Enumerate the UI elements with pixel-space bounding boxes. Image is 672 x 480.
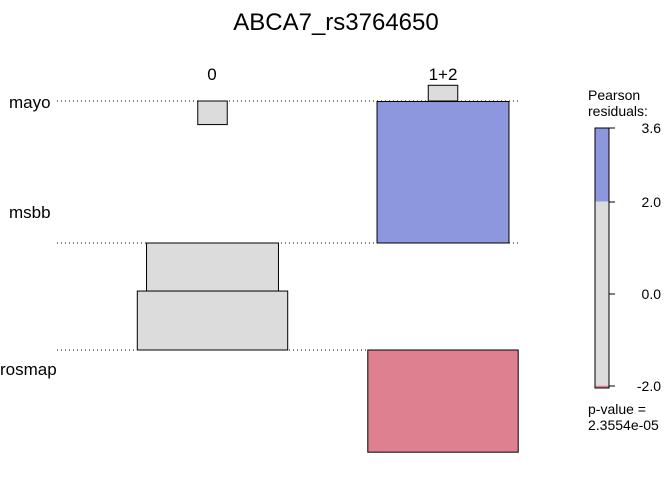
legend-tick-label: -2.0 (637, 378, 661, 394)
legend-title-line2: residuals: (588, 103, 648, 119)
row-label-rosmap: rosmap (0, 360, 57, 379)
legend: Pearson residuals: 3.6 2.0 0.0 -2.0 p-value… (588, 87, 661, 433)
legend-tick-label: 0.0 (642, 286, 662, 302)
legend-neutral-segment (595, 201, 609, 386)
legend-title-line1: Pearson (588, 87, 640, 103)
p-value-label: p-value = (588, 401, 646, 417)
chart-title: ABCA7_rs3764650 (233, 9, 438, 36)
bar-rosmap-0 (136, 290, 289, 351)
row-label-msbb: msbb (9, 203, 51, 222)
legend-tick-label: 2.0 (642, 194, 662, 210)
legend-negative-segment (595, 385, 609, 388)
p-value: 2.3554e-05 (588, 417, 659, 433)
bar-rosmap-1-2 (367, 349, 519, 453)
bar-mayo-0 (197, 100, 228, 126)
column-label-1-2: 1+2 (429, 65, 458, 84)
legend-frame (594, 127, 610, 389)
residual-bars (136, 84, 519, 453)
bar-msbb-1-2 (376, 101, 510, 244)
legend-positive-segment (595, 128, 609, 202)
legend-color-bar (594, 127, 610, 389)
legend-ticks: 3.6 2.0 0.0 -2.0 (609, 120, 661, 394)
row-label-mayo: mayo (9, 93, 51, 112)
column-label-0: 0 (207, 65, 216, 84)
legend-tick-label: 3.6 (642, 120, 662, 136)
bar-mayo-1-2 (427, 84, 459, 102)
